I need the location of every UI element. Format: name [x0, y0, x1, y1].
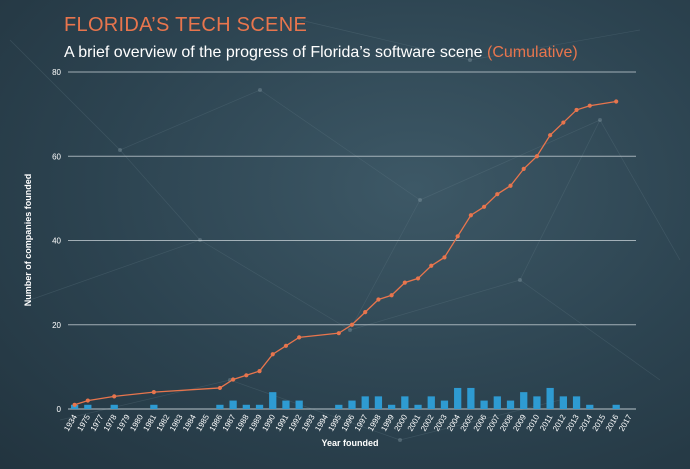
- y-axis-title: Number of companies founded: [23, 174, 33, 307]
- line-point: [363, 310, 368, 315]
- bar: [533, 396, 541, 409]
- bar: [612, 404, 620, 409]
- bar: [150, 404, 158, 409]
- bar: [70, 404, 79, 409]
- bar: [110, 404, 118, 409]
- line-point: [112, 394, 117, 399]
- bar: [454, 387, 462, 409]
- bar-series: [70, 387, 620, 409]
- line-point: [508, 183, 513, 188]
- bar: [255, 404, 264, 409]
- bar: [480, 400, 488, 409]
- bar: [414, 404, 422, 409]
- bar: [269, 392, 277, 409]
- bar: [216, 404, 224, 409]
- bar: [361, 396, 369, 409]
- line-point: [442, 255, 447, 260]
- bar: [295, 400, 303, 409]
- bar: [559, 396, 567, 409]
- bar: [335, 404, 343, 409]
- line-point: [72, 402, 77, 407]
- line-series: [72, 99, 619, 407]
- line-point: [521, 166, 526, 171]
- line-point: [231, 377, 236, 382]
- bar: [282, 400, 290, 409]
- bar: [520, 392, 528, 409]
- line-point: [283, 343, 289, 348]
- x-axis-title: Year founded: [321, 438, 378, 448]
- y-tick-label: 0: [57, 405, 62, 414]
- line-point: [257, 368, 262, 374]
- line-point: [376, 297, 381, 302]
- line-point: [534, 154, 540, 159]
- bar: [546, 387, 554, 409]
- line-point: [468, 213, 473, 218]
- chart-subtitle: A brief overview of the progress of Flor…: [64, 44, 578, 62]
- bar: [84, 404, 92, 409]
- bar: [242, 404, 250, 409]
- line-point: [429, 263, 434, 268]
- grid-lines: [68, 71, 636, 410]
- line-point: [402, 280, 407, 285]
- y-tick-label: 80: [52, 68, 61, 77]
- line-point: [614, 99, 619, 104]
- subtitle-accent: (Cumulative): [487, 44, 578, 61]
- line-point: [389, 293, 394, 298]
- bar: [229, 400, 237, 409]
- line-point: [297, 335, 302, 340]
- bar: [493, 396, 501, 409]
- line-point: [415, 276, 421, 281]
- bar: [506, 400, 515, 409]
- axis-ticks: 0204060801934197519771978197919801981198…: [52, 68, 634, 433]
- bar: [427, 396, 435, 409]
- bar: [467, 387, 475, 409]
- y-tick-label: 60: [52, 152, 61, 161]
- line-point: [548, 133, 553, 138]
- line-point: [574, 107, 579, 113]
- x-tick-label: 2017: [617, 413, 634, 433]
- line-point: [85, 398, 90, 403]
- line-point: [270, 352, 275, 357]
- bar: [586, 404, 594, 409]
- line-point: [336, 331, 341, 336]
- chart-title: FLORIDA’S TECH SCENE: [64, 14, 308, 36]
- cumulative-line: [74, 100, 617, 406]
- line-point: [455, 234, 460, 239]
- bar: [440, 400, 449, 409]
- line-point: [481, 204, 487, 209]
- bar: [572, 396, 581, 409]
- y-tick-label: 20: [52, 321, 61, 330]
- line-point: [495, 192, 500, 197]
- line-point: [587, 103, 592, 108]
- bar: [374, 396, 383, 409]
- bar: [348, 400, 356, 409]
- bar: [387, 404, 396, 409]
- line-point: [151, 390, 156, 395]
- line-point: [244, 373, 249, 378]
- subtitle-main: A brief overview of the progress of Flor…: [64, 44, 488, 61]
- line-point: [217, 385, 223, 391]
- line-point: [349, 322, 355, 327]
- y-tick-label: 40: [52, 237, 61, 246]
- bar: [401, 396, 409, 409]
- line-point: [561, 120, 566, 125]
- x-tick-label: 2010: [525, 413, 542, 433]
